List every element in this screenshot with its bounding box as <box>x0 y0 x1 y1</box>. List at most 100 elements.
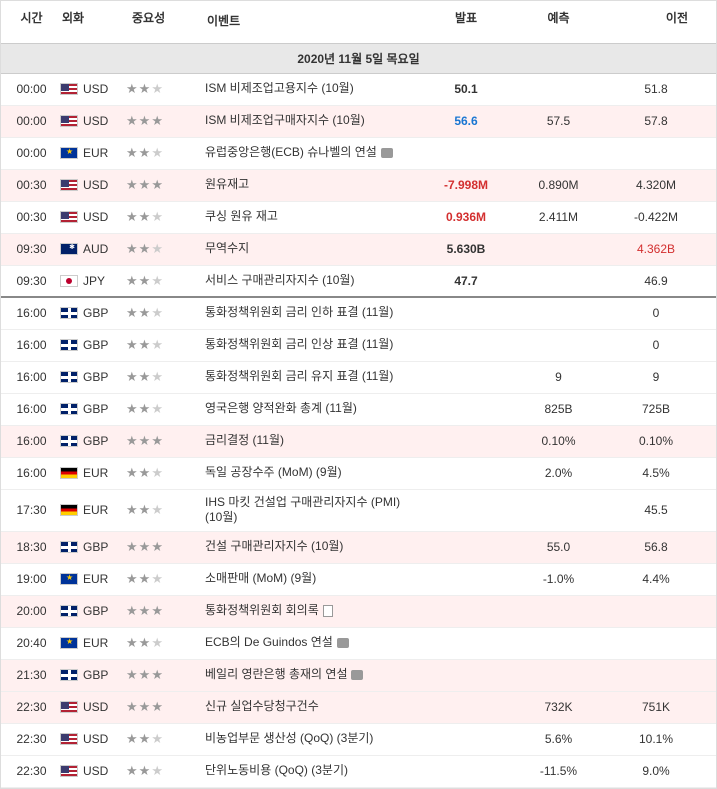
cell-event[interactable]: IHS 마킷 건설업 구매관리자지수 (PMI) (10월) <box>201 490 421 531</box>
table-row[interactable]: 16:00GBP★★★통화정책위원회 금리 유지 표결 (11월)99 <box>1 362 716 394</box>
table-row[interactable]: 00:30USD★★★원유재고-7.998M0.890M4.320M <box>1 170 716 202</box>
cell-currency: USD <box>56 82 126 96</box>
cell-forecast: 0.10% <box>511 434 606 448</box>
star-icon: ★ <box>151 81 163 97</box>
table-row[interactable]: 00:00EUR★★★유럽중앙은행(ECB) 슈나벨의 연설 <box>1 138 716 170</box>
flag-icon <box>60 339 78 351</box>
document-icon <box>323 605 333 617</box>
cell-previous: 10.1% <box>606 732 706 746</box>
event-name: 통화정책위원회 금리 인상 표결 (11월) <box>205 337 393 353</box>
event-name: 건설 구매관리자지수 (10월) <box>205 539 343 555</box>
table-row[interactable]: 09:30AUD★★★무역수지5.630B4.362B <box>1 234 716 266</box>
cell-event[interactable]: 영국은행 양적완화 총계 (11월) <box>201 396 421 422</box>
cell-previous: 56.8 <box>606 540 706 554</box>
cell-event[interactable]: 신규 실업수당청구건수 <box>201 694 421 720</box>
cell-event[interactable]: 통화정책위원회 금리 인하 표결 (11월) <box>201 300 421 326</box>
table-row[interactable]: 16:00GBP★★★금리결정 (11월)0.10%0.10% <box>1 426 716 458</box>
cell-importance: ★★★ <box>126 177 201 193</box>
cell-event[interactable]: 소매판매 (MoM) (9월) <box>201 566 421 592</box>
table-row[interactable]: 22:30USD★★★비농업부문 생산성 (QoQ) (3분기)5.6%10.1… <box>1 724 716 756</box>
cell-forecast: 2.0% <box>511 466 606 480</box>
table-row[interactable]: 19:00EUR★★★소매판매 (MoM) (9월)-1.0%4.4% <box>1 564 716 596</box>
economic-calendar-table: 시간 외화 중요성 이벤트 발표 예측 이전 2020년 11월 5일 목요일 … <box>0 0 717 789</box>
cell-event[interactable]: 통화정책위원회 회의록 <box>201 598 421 624</box>
table-row[interactable]: 21:30GBP★★★베일리 영란은행 총재의 연설 <box>1 660 716 692</box>
table-row[interactable]: 17:30EUR★★★IHS 마킷 건설업 구매관리자지수 (PMI) (10월… <box>1 490 716 532</box>
table-row[interactable]: 22:30USD★★★신규 실업수당청구건수732K751K <box>1 692 716 724</box>
cell-event[interactable]: 통화정책위원회 금리 인상 표결 (11월) <box>201 332 421 358</box>
cell-previous: 4.362B <box>606 242 706 256</box>
event-name: ECB의 De Guindos 연설 <box>205 635 333 651</box>
currency-code: AUD <box>83 242 108 256</box>
cell-currency: EUR <box>56 146 126 160</box>
event-name: ISM 비제조업구매자지수 (10월) <box>205 113 365 129</box>
flag-icon <box>60 637 78 649</box>
cell-previous: 0 <box>606 338 706 352</box>
cell-importance: ★★★ <box>126 337 201 353</box>
header-actual: 발표 <box>421 9 511 35</box>
cell-event[interactable]: 원유재고 <box>201 172 421 198</box>
cell-event[interactable]: 서비스 구매관리자지수 (10월) <box>201 268 421 294</box>
event-name: 비농업부문 생산성 (QoQ) (3분기) <box>205 731 373 747</box>
importance-stars: ★★★ <box>126 305 201 321</box>
event-name: 서비스 구매관리자지수 (10월) <box>205 273 354 289</box>
table-row[interactable]: 18:30GBP★★★건설 구매관리자지수 (10월)55.056.8 <box>1 532 716 564</box>
cell-forecast: -11.5% <box>511 764 606 778</box>
cell-event[interactable]: 통화정책위원회 금리 유지 표결 (11월) <box>201 364 421 390</box>
star-icon: ★ <box>139 433 151 449</box>
currency-code: EUR <box>83 636 108 650</box>
event-name: 통화정책위원회 금리 유지 표결 (11월) <box>205 369 393 385</box>
table-row[interactable]: 16:00GBP★★★통화정책위원회 금리 인하 표결 (11월)0 <box>1 298 716 330</box>
event-name: 단위노동비용 (QoQ) (3분기) <box>205 763 348 779</box>
cell-event[interactable]: ECB의 De Guindos 연설 <box>201 630 421 656</box>
cell-event[interactable]: ISM 비제조업구매자지수 (10월) <box>201 108 421 134</box>
star-icon: ★ <box>139 465 151 481</box>
table-row[interactable]: 00:00USD★★★ISM 비제조업구매자지수 (10월)56.657.557… <box>1 106 716 138</box>
cell-forecast: 732K <box>511 700 606 714</box>
table-row[interactable]: 00:00USD★★★ISM 비제조업고용지수 (10월)50.151.8 <box>1 74 716 106</box>
cell-previous: 46.9 <box>606 274 706 288</box>
cell-importance: ★★★ <box>126 502 201 518</box>
cell-importance: ★★★ <box>126 571 201 587</box>
cell-event[interactable]: 유럽중앙은행(ECB) 슈나벨의 연설 <box>201 140 421 166</box>
currency-code: GBP <box>83 434 108 448</box>
table-row[interactable]: 09:30JPY★★★서비스 구매관리자지수 (10월)47.746.9 <box>1 266 716 298</box>
currency-code: EUR <box>83 466 108 480</box>
cell-event[interactable]: 무역수지 <box>201 236 421 262</box>
cell-importance: ★★★ <box>126 433 201 449</box>
importance-stars: ★★★ <box>126 145 201 161</box>
cell-event[interactable]: 독일 공장수주 (MoM) (9월) <box>201 460 421 486</box>
star-icon: ★ <box>139 699 151 715</box>
table-row[interactable]: 16:00GBP★★★통화정책위원회 금리 인상 표결 (11월)0 <box>1 330 716 362</box>
star-icon: ★ <box>126 731 138 747</box>
cell-event[interactable]: 베일리 영란은행 총재의 연설 <box>201 662 421 688</box>
date-header: 2020년 11월 5일 목요일 <box>1 44 716 74</box>
currency-code: GBP <box>83 604 108 618</box>
cell-previous: 51.8 <box>606 82 706 96</box>
cell-event[interactable]: 건설 구매관리자지수 (10월) <box>201 534 421 560</box>
cell-currency: AUD <box>56 242 126 256</box>
star-icon: ★ <box>151 731 163 747</box>
cell-event[interactable]: 쿠싱 원유 재고 <box>201 204 421 230</box>
star-icon: ★ <box>151 502 163 518</box>
flag-icon <box>60 371 78 383</box>
star-icon: ★ <box>151 699 163 715</box>
table-row[interactable]: 00:30USD★★★쿠싱 원유 재고0.936M2.411M-0.422M <box>1 202 716 234</box>
table-row[interactable]: 20:00GBP★★★통화정책위원회 회의록 <box>1 596 716 628</box>
table-row[interactable]: 20:40EUR★★★ECB의 De Guindos 연설 <box>1 628 716 660</box>
cell-event[interactable]: 금리결정 (11월) <box>201 428 421 454</box>
header-forecast: 예측 <box>511 9 606 35</box>
star-icon: ★ <box>126 603 138 619</box>
star-icon: ★ <box>151 145 163 161</box>
event-name: 베일리 영란은행 총재의 연설 <box>205 667 347 683</box>
cell-event[interactable]: 단위노동비용 (QoQ) (3분기) <box>201 758 421 784</box>
flag-icon <box>60 669 78 681</box>
cell-event[interactable]: 비농업부문 생산성 (QoQ) (3분기) <box>201 726 421 752</box>
table-row[interactable]: 16:00GBP★★★영국은행 양적완화 총계 (11월)825B725B <box>1 394 716 426</box>
cell-currency: GBP <box>56 306 126 320</box>
cell-event[interactable]: ISM 비제조업고용지수 (10월) <box>201 76 421 102</box>
table-row[interactable]: 16:00EUR★★★독일 공장수주 (MoM) (9월)2.0%4.5% <box>1 458 716 490</box>
currency-code: USD <box>83 210 108 224</box>
table-row[interactable]: 22:30USD★★★단위노동비용 (QoQ) (3분기)-11.5%9.0% <box>1 756 716 788</box>
star-icon: ★ <box>151 177 163 193</box>
